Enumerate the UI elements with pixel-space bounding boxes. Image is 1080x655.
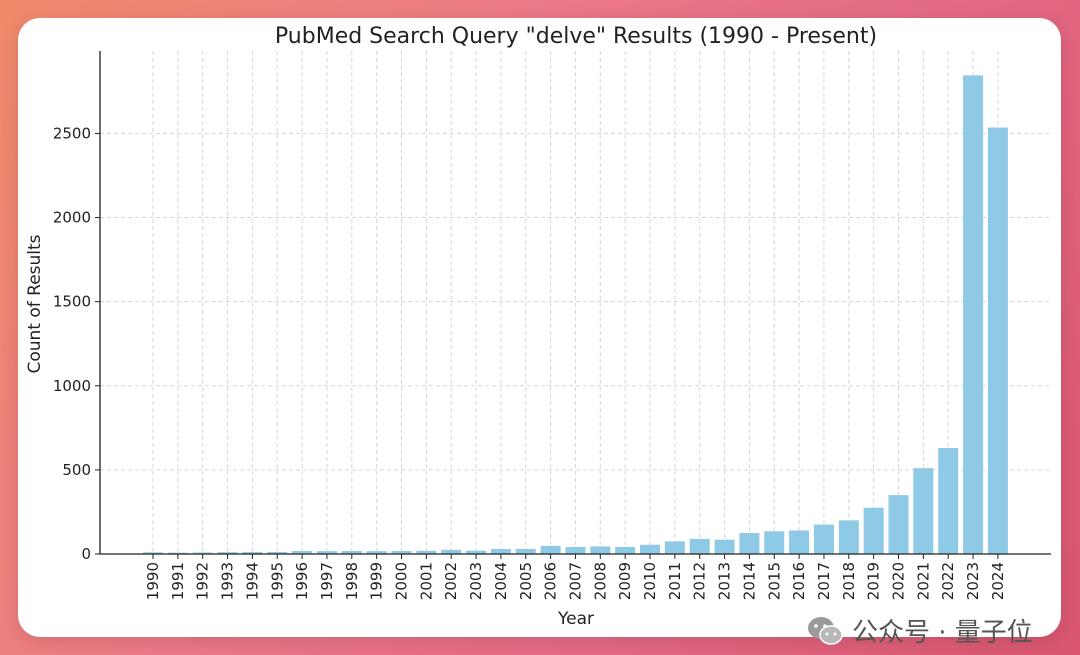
bar-2001 [416, 550, 437, 554]
bar-1991 [167, 552, 188, 554]
x-tick-label: 2003 [467, 562, 485, 600]
bar-2018 [838, 520, 859, 554]
x-tick-label: 2022 [939, 562, 957, 600]
y-tick-label: 1500 [53, 293, 91, 311]
x-tick-label: 2018 [840, 562, 858, 600]
x-tick-label: 2023 [964, 562, 982, 600]
x-tick-label: 1991 [169, 562, 187, 600]
x-tick-label: 2007 [566, 562, 584, 600]
bar-2006 [540, 545, 561, 554]
x-tick-label: 2009 [616, 562, 634, 600]
x-tick-label: 2019 [865, 562, 883, 600]
grid-layer [100, 51, 1051, 555]
x-tick-label: 2014 [740, 562, 758, 600]
bar-2005 [515, 548, 536, 554]
wechat-icon [808, 616, 843, 645]
bar-1996 [292, 550, 313, 554]
bar-1993 [217, 552, 238, 554]
y-axis-label: Count of Results [25, 234, 45, 373]
bar-1997 [316, 551, 337, 554]
bar-2020 [888, 495, 909, 554]
bar-1990 [143, 552, 163, 554]
bar-1995 [267, 551, 288, 554]
y-tick-label: 2500 [53, 124, 91, 142]
y-tick-label: 0 [81, 545, 91, 563]
x-tick-label: 1996 [293, 562, 311, 600]
bar-2003 [466, 550, 487, 554]
y-tick-label: 2000 [53, 209, 91, 227]
x-tick-label: 2013 [716, 562, 734, 600]
x-tick-label: 2020 [890, 562, 908, 600]
x-tick-label: 2001 [417, 562, 435, 600]
bar-2004 [490, 548, 511, 554]
bar-2013 [714, 539, 735, 554]
x-tick-label: 1990 [144, 562, 162, 600]
bar-chart: 0 500 1000 1500 2000 2500 1990 1991 1992 1993 1994… [25, 24, 1051, 629]
bar-2023 [963, 75, 984, 554]
x-axis-label: Year [557, 609, 594, 629]
ticks-layer: 0 500 1000 1500 2000 2500 1990 1991 1992 1993 1994… [53, 124, 1007, 600]
bars-layer [143, 75, 1008, 554]
x-tick-label: 2017 [815, 562, 833, 600]
bar-2019 [863, 507, 884, 554]
chart-card: 0 500 1000 1500 2000 2500 1990 1991 1992 1993 1994… [18, 18, 1061, 648]
bar-2016 [789, 530, 810, 554]
x-tick-label: 2002 [442, 562, 460, 600]
x-tick-label: 2000 [393, 562, 411, 600]
bar-2022 [938, 448, 959, 554]
bar-2010 [640, 544, 660, 554]
x-tick-label: 2004 [492, 562, 510, 600]
bar-2021 [913, 468, 934, 554]
bar-2017 [813, 524, 834, 554]
x-tick-label: 2011 [666, 562, 684, 600]
bar-2002 [441, 549, 462, 554]
x-tick-label: 1992 [194, 562, 212, 600]
x-tick-label: 2005 [517, 562, 535, 600]
watermark: 公众号 · 量子位 [806, 612, 1033, 649]
x-tick-label: 2021 [914, 562, 932, 600]
x-tick-label: 2024 [989, 562, 1007, 600]
y-tick-label: 1000 [53, 377, 91, 395]
bar-2014 [739, 532, 760, 554]
bar-1999 [366, 551, 387, 554]
x-tick-label: 2015 [765, 562, 783, 600]
bar-1992 [192, 552, 213, 554]
bar-2009 [615, 546, 636, 554]
x-tick-label: 2008 [591, 562, 609, 600]
bar-2007 [565, 546, 586, 554]
x-tick-label: 2010 [641, 562, 659, 600]
x-tick-label: 2006 [542, 562, 560, 600]
x-tick-label: 1995 [268, 562, 286, 600]
bar-1994 [242, 551, 263, 554]
x-tick-label: 1994 [243, 562, 261, 600]
x-tick-label: 1997 [318, 562, 336, 600]
x-tick-label: 1998 [343, 562, 361, 600]
chart-title: PubMed Search Query "delve" Results (199… [275, 24, 877, 49]
x-tick-label: 2012 [691, 562, 709, 600]
bar-2024 [987, 127, 1008, 554]
bar-2015 [764, 531, 785, 554]
bar-2000 [391, 550, 412, 554]
bar-1998 [341, 550, 362, 554]
bar-2012 [689, 538, 710, 554]
x-tick-label: 2016 [790, 562, 808, 600]
y-tick-label: 500 [62, 461, 91, 479]
watermark-text: 公众号 · 量子位 [852, 618, 1033, 648]
bar-2008 [590, 546, 611, 554]
x-tick-label: 1993 [219, 562, 237, 600]
x-tick-label: 1999 [368, 562, 386, 600]
bar-2011 [664, 541, 685, 554]
